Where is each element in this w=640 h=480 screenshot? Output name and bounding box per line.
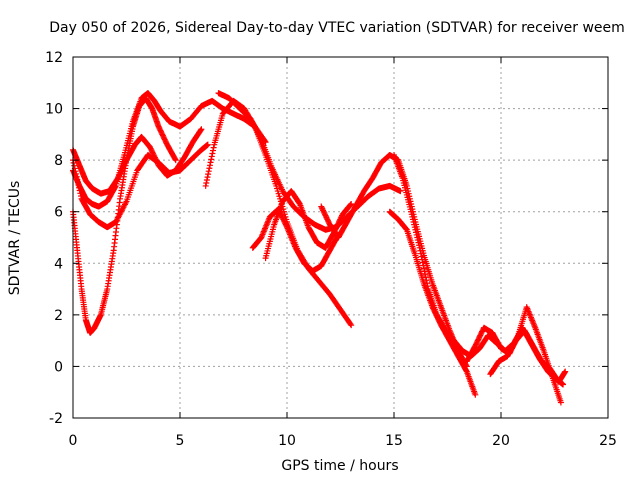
data-point-marker — [74, 179, 81, 186]
data-point-marker — [347, 201, 354, 208]
data-point-marker — [423, 277, 430, 284]
data-point-marker — [204, 141, 211, 148]
data-point-marker — [420, 262, 427, 269]
x-tick-label: 5 — [176, 433, 185, 449]
data-point-marker — [73, 170, 80, 177]
data-point-marker — [205, 171, 212, 178]
y-tick-label: 10 — [45, 102, 63, 118]
series-trace — [463, 304, 564, 406]
data-point-marker — [420, 265, 427, 272]
data-point-marker — [422, 271, 429, 278]
x-axis-label: GPS time / hours — [281, 458, 398, 474]
data-point-marker — [206, 162, 213, 169]
data-point-marker — [71, 162, 78, 169]
data-point-marker — [77, 193, 84, 200]
data-point-marker — [422, 274, 429, 281]
y-tick-label: 8 — [54, 153, 63, 169]
data-point-marker — [77, 190, 84, 197]
series-trace — [487, 327, 569, 385]
data-point-marker — [76, 184, 83, 191]
series-trace — [70, 141, 211, 231]
data-point-marker — [416, 244, 423, 251]
data-point-marker — [424, 283, 431, 290]
data-point-marker — [560, 381, 567, 388]
data-point-marker — [472, 391, 479, 398]
data-point-marker — [562, 368, 569, 375]
series-trace — [249, 206, 342, 275]
data-point-marker — [73, 173, 80, 180]
data-point-marker — [424, 280, 431, 287]
data-point-marker — [419, 256, 426, 263]
data-point-marker — [421, 268, 428, 275]
chart-title: Day 050 of 2026, Sidereal Day-to-day VTE… — [49, 20, 625, 36]
y-tick-label: 12 — [45, 50, 63, 66]
data-point-marker — [74, 176, 81, 183]
data-point-marker — [418, 253, 425, 260]
axis-ticks: 0 5 10 15 20 25 -2 0 2 4 6 8 10 12 — [45, 50, 617, 449]
data-point-marker — [463, 367, 470, 374]
y-axis-label: SDTVAR / TECUs — [7, 181, 23, 296]
series-trace — [70, 126, 205, 197]
y-tick-label: 4 — [54, 256, 63, 272]
data-point-marker — [208, 156, 215, 163]
data-point-marker — [210, 144, 217, 151]
grid-lines — [73, 57, 608, 418]
data-point-marker — [172, 157, 179, 164]
data-point-marker — [205, 168, 212, 175]
data-point-marker — [198, 126, 205, 133]
data-point-marker — [202, 182, 209, 189]
series-trace — [262, 188, 355, 262]
data-point-marker — [197, 127, 204, 134]
series-trace — [70, 95, 179, 336]
data-point-marker — [557, 399, 564, 406]
data-point-marker — [203, 179, 210, 186]
y-tick-label: 6 — [54, 205, 63, 221]
data-point-marker — [209, 150, 216, 157]
y-tick-label: -2 — [49, 411, 63, 427]
x-tick-label: 20 — [492, 433, 510, 449]
data-point-marker — [75, 182, 82, 189]
data-point-marker — [204, 174, 211, 181]
data-point-marker — [210, 147, 217, 154]
data-point-marker — [397, 188, 404, 195]
x-tick-label: 10 — [278, 433, 296, 449]
y-tick-label: 0 — [54, 359, 63, 375]
plot-frame — [72, 56, 609, 419]
data-point-marker — [347, 321, 354, 328]
y-tick-label: 2 — [54, 308, 63, 324]
data-point-marker — [283, 222, 290, 229]
data-point-marker — [348, 200, 355, 207]
data-point-marker — [419, 259, 426, 266]
data-point-marker — [70, 159, 77, 166]
x-tick-label: 0 — [69, 433, 78, 449]
data-point-marker — [172, 156, 179, 163]
data-point-marker — [207, 159, 214, 166]
data-point-marker — [206, 165, 213, 172]
data-point-marker — [417, 250, 424, 257]
x-tick-label: 25 — [599, 433, 617, 449]
data-point-marker — [76, 187, 83, 194]
data-point-marker — [348, 322, 355, 329]
data-point-marker — [417, 247, 424, 254]
x-tick-label: 15 — [385, 433, 403, 449]
data-point-marker — [208, 153, 215, 160]
data-point-marker — [203, 177, 210, 184]
data-marks — [70, 90, 569, 406]
